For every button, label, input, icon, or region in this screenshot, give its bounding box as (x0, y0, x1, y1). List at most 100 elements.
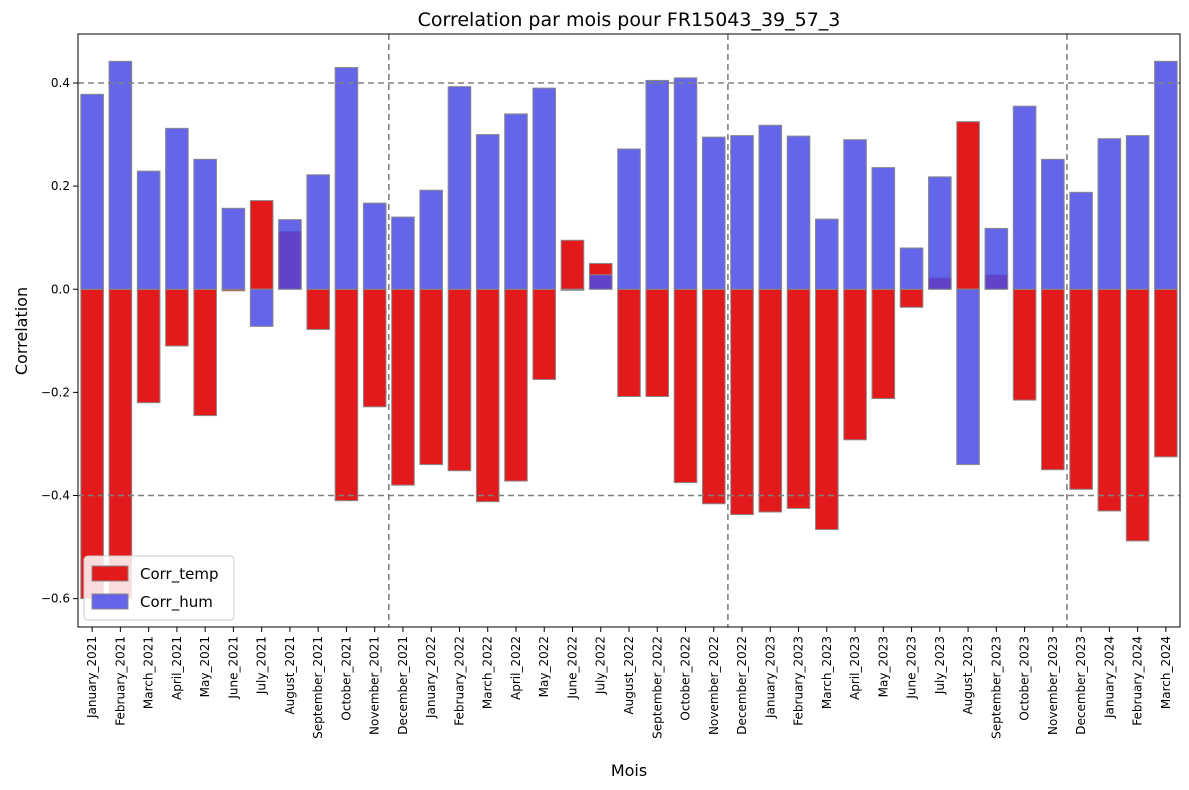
bar-corr-hum-january-2022 (419, 189, 444, 290)
bar-corr-temp-march-2021 (136, 288, 161, 404)
bar-corr-hum-november-2022 (701, 136, 726, 290)
bar-corr-hum-july-2023 (928, 176, 952, 290)
bar-corr-temp-january-2022 (419, 288, 444, 466)
x-tick-label: February_2024 (1131, 636, 1145, 726)
x-tick-label: April_2023 (848, 636, 862, 700)
bar-corr-temp-december-2021 (391, 288, 415, 486)
bar-corr-temp-february-2022 (447, 288, 472, 472)
bar-corr-hum-june-2023 (899, 247, 924, 290)
bar-corr-temp-august-2023 (956, 121, 980, 290)
x-tick-label: March_2024 (1159, 636, 1173, 709)
x-tick-label: March_2023 (820, 636, 834, 709)
bar-corr-hum-may-2022 (532, 87, 557, 290)
bar-corr-temp-august-2022 (617, 288, 641, 398)
bar-corr-temp-may-2021 (193, 288, 217, 417)
bar-corr-hum-october-2022 (673, 77, 698, 290)
bar-corr-hum-april-2022 (504, 113, 528, 290)
x-tick-label: March_2022 (481, 636, 495, 709)
x-tick-label: January_2023 (763, 636, 777, 719)
x-tick-label: September_2023 (989, 636, 1003, 739)
x-tick-label: September_2021 (311, 636, 325, 739)
x-tick-label: June_2023 (905, 636, 919, 700)
x-tick-label: November_2023 (1046, 636, 1060, 735)
x-tick-label: July_2021 (255, 636, 269, 695)
bar-corr-hum-june-2021 (221, 207, 246, 290)
bar-corr-hum-october-2021 (334, 67, 359, 290)
x-axis-title: Mois (611, 761, 647, 780)
x-tick-label: May_2021 (198, 636, 212, 697)
bar-corr-temp-january-2024 (1097, 288, 1122, 512)
legend-swatch-corr-hum (91, 593, 129, 610)
bar-corr-temp-october-2021 (334, 288, 359, 502)
bar-corr-hum-march-2022 (475, 134, 500, 290)
legend-swatch-corr-temp (91, 565, 129, 582)
x-tick-label: December_2021 (396, 636, 410, 735)
bar-corr-hum-september-2021 (306, 174, 330, 290)
y-tick-label: 0.2 (51, 179, 70, 193)
x-tick-label: June_2022 (565, 636, 579, 700)
bar-corr-temp-november-2021 (362, 288, 387, 408)
bar-corr-temp-may-2022 (532, 288, 557, 380)
bar-corr-hum-january-2024 (1097, 138, 1122, 290)
bar-corr-temp-june-2022 (560, 239, 585, 290)
x-tick-label: January_2022 (424, 636, 438, 719)
bar-corr-temp-september-2022 (645, 288, 670, 398)
legend-label-corr-hum: Corr_hum (140, 593, 213, 612)
legend-label-corr-temp: Corr_temp (140, 565, 218, 584)
x-tick-label: November_2022 (707, 636, 721, 735)
x-tick-label: July_2023 (933, 636, 947, 695)
x-tick-label: December_2022 (735, 636, 749, 735)
bar-corr-hum-november-2021 (362, 202, 387, 290)
x-tick-label: February_2022 (452, 636, 466, 726)
x-tick-label: October_2023 (1018, 636, 1032, 721)
bar-corr-hum-september-2023 (984, 227, 1009, 290)
bar-corr-hum-october-2023 (1012, 105, 1037, 290)
bar-corr-hum-december-2022 (730, 135, 754, 290)
bar-corr-hum-february-2021 (108, 60, 133, 290)
bar-corr-temp-february-2023 (786, 288, 811, 509)
bar-corr-hum-march-2023 (814, 218, 839, 290)
plot-area: −0.6 −0.4 −0.2 0.0 0.2 0.4 January_2021 Februar… (41, 33, 1181, 739)
x-tick-label: January_2024 (1102, 636, 1116, 719)
bar-corr-temp-november-2023 (1041, 288, 1065, 471)
bar-corr-hum-august-2023 (956, 288, 980, 466)
x-tick-label: January_2021 (85, 636, 99, 719)
bar-corr-temp-march-2022 (475, 288, 500, 503)
bar-corr-hum-may-2023 (871, 167, 896, 290)
bar-corr-temp-april-2022 (504, 288, 528, 482)
bar-corr-temp-march-2023 (814, 288, 839, 531)
bar-corr-hum-september-2022 (645, 79, 670, 290)
x-tick-label: May_2023 (876, 636, 890, 697)
bar-corr-temp-december-2022 (730, 288, 754, 516)
x-tick-label: August_2022 (622, 636, 636, 715)
x-tick-label: October_2022 (679, 636, 693, 721)
legend: Corr_temp Corr_hum (83, 555, 235, 621)
bar-corr-temp-january-2023 (758, 288, 783, 513)
bar-corr-hum-march-2024 (1154, 60, 1178, 290)
x-tick-label: November_2021 (368, 636, 382, 735)
bar-corr-temp-february-2021 (108, 288, 133, 600)
y-axis-title: Correlation (12, 287, 31, 375)
bar-corr-hum-july-2022 (588, 274, 613, 290)
x-tick-label: July_2022 (594, 636, 608, 695)
bar-corr-hum-february-2024 (1125, 135, 1150, 290)
bar-corr-temp-april-2023 (843, 288, 867, 441)
x-tick-label: February_2021 (113, 636, 127, 726)
x-tick-label: August_2023 (961, 636, 975, 715)
bar-corr-temp-november-2022 (701, 288, 726, 505)
bar-corr-hum-february-2022 (447, 86, 472, 290)
x-tick-label: April_2021 (170, 636, 184, 700)
x-tick-label: June_2021 (226, 636, 240, 700)
x-tick-label: April_2022 (509, 636, 523, 700)
bar-corr-hum-february-2023 (786, 135, 811, 290)
x-tick-label: May_2022 (537, 636, 551, 697)
bar-corr-temp-april-2021 (165, 288, 189, 347)
x-tick-label: August_2021 (283, 636, 297, 715)
bar-corr-temp-october-2023 (1012, 288, 1037, 401)
bar-corr-hum-january-2021 (80, 93, 104, 290)
bar-corr-hum-january-2023 (758, 124, 783, 290)
bar-corr-hum-december-2023 (1069, 191, 1093, 290)
x-tick-label: September_2022 (650, 636, 664, 739)
bar-corr-temp-may-2023 (871, 288, 896, 400)
